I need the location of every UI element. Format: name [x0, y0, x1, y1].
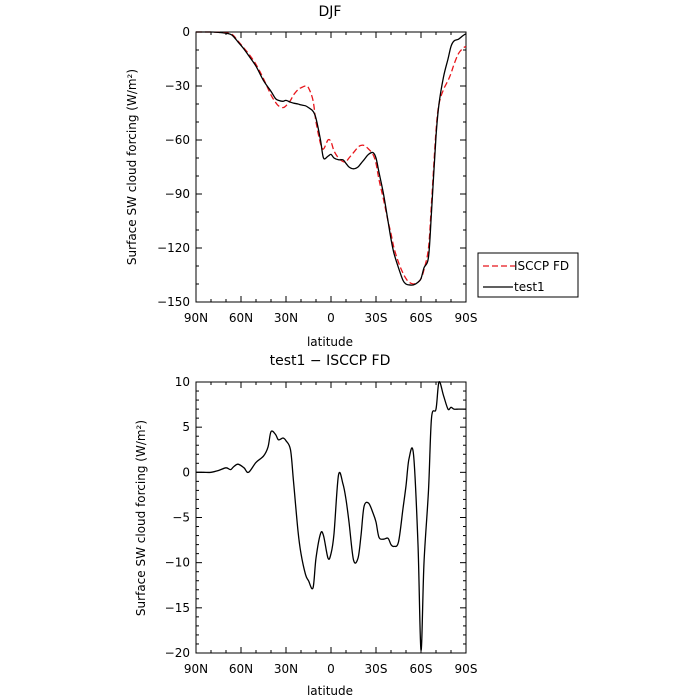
top-y-tick-label: −90 — [165, 187, 190, 201]
bottom-series-line-series-0 — [196, 381, 466, 651]
top-series-group — [195, 31, 467, 286]
legend-label-isccp-fd: ISCCP FD — [514, 259, 569, 273]
legend: ISCCP FD test1 — [477, 252, 579, 298]
top-panel: DJF 90N 60N 30N 0 30S 60S 90S 0 −30 −60 −90 −120 −15… — [125, 4, 579, 349]
top-y-tick-label: −60 — [165, 133, 190, 147]
top-y-axis-label: Surface SW cloud forcing (W/m²) — [125, 69, 139, 265]
bottom-y-tick-label: −10 — [165, 556, 190, 570]
top-x-tick-label: 90N — [184, 311, 208, 325]
bottom-y-tick-label: −20 — [165, 646, 190, 660]
top-y-tick-label: −120 — [157, 241, 190, 255]
bottom-y-axis-label: Surface SW cloud forcing (W/m²) — [134, 420, 148, 616]
top-x-tick-label: 30N — [274, 311, 298, 325]
bottom-panel: test1 − ISCCP FD 90N 60N 30N 0 30S 60S 90S 10 5 0… — [134, 353, 477, 698]
top-x-tick-label: 0 — [327, 311, 335, 325]
bottom-x-tick-label: 30S — [365, 662, 388, 676]
bottom-y-tick-label: −15 — [165, 601, 190, 615]
bottom-y-tick-label: 10 — [175, 375, 190, 389]
bottom-x-tick-label: 60N — [229, 662, 253, 676]
bottom-x-tick-label: 0 — [327, 662, 335, 676]
bottom-x-tick-label: 90N — [184, 662, 208, 676]
bottom-plot-frame — [195, 381, 467, 654]
top-x-tick-label: 30S — [365, 311, 388, 325]
top-y-tick-label: −150 — [157, 295, 190, 309]
bottom-x-tick-label: 90S — [455, 662, 478, 676]
bottom-axis-ticks: 90N 60N 30N 0 30S 60S 90S 10 5 0 −5 −10 −15 −20 — [165, 375, 478, 676]
top-axis-ticks: 90N 60N 30N 0 30S 60S 90S 0 −30 −60 −90 −120 −150 — [157, 25, 477, 325]
bottom-y-tick-label: 0 — [182, 465, 190, 479]
top-x-axis-label: latitude — [307, 335, 353, 349]
bottom-chart-title: test1 − ISCCP FD — [270, 353, 391, 369]
legend-box — [477, 252, 579, 298]
top-chart-title: DJF — [319, 4, 342, 20]
bottom-x-tick-label: 30N — [274, 662, 298, 676]
top-y-tick-label: −30 — [165, 79, 190, 93]
top-x-tick-label: 60N — [229, 311, 253, 325]
top-x-tick-label: 60S — [410, 311, 433, 325]
bottom-x-axis-label: latitude — [307, 684, 353, 698]
bottom-x-tick-label: 60S — [410, 662, 433, 676]
top-y-tick-label: 0 — [182, 25, 190, 39]
top-x-tick-label: 90S — [455, 311, 478, 325]
legend-label-test1: test1 — [514, 280, 545, 294]
bottom-y-tick-label: −5 — [172, 511, 190, 525]
bottom-series-group — [196, 381, 466, 651]
bottom-y-tick-label: 5 — [182, 420, 190, 434]
top-series-line-test1 — [195, 31, 467, 286]
top-series-line-isccp-fd — [195, 31, 467, 285]
